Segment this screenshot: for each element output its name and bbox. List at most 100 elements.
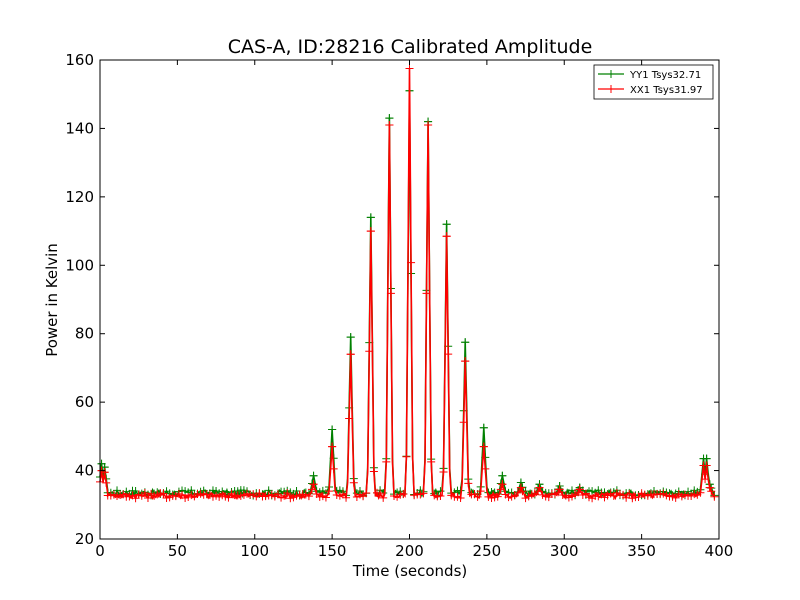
series-1-marker-188 bbox=[376, 489, 385, 498]
series-1-marker-168 bbox=[346, 350, 355, 359]
series-1-marker-284 bbox=[513, 488, 522, 497]
series-1-marker-270 bbox=[493, 492, 502, 501]
series-1-marker-314 bbox=[555, 485, 564, 494]
y-tick-label-0: 20 bbox=[75, 530, 94, 548]
series-1-marker-138 bbox=[304, 492, 313, 501]
x-axis-label: Time (seconds) bbox=[352, 562, 468, 580]
series-1-marker-182 bbox=[366, 227, 375, 236]
series-1-marker-250 bbox=[464, 479, 473, 488]
y-tick-label-4: 100 bbox=[65, 256, 94, 274]
series-1-marker-232 bbox=[439, 467, 448, 476]
series-1-marker-44 bbox=[159, 489, 168, 498]
y-tick-label-6: 140 bbox=[65, 119, 94, 137]
x-tick-label-4: 200 bbox=[395, 542, 424, 560]
series-1-marker-34 bbox=[143, 494, 152, 503]
series-1-marker-124 bbox=[283, 489, 292, 498]
x-tick-label-3: 150 bbox=[318, 542, 347, 560]
legend-label-1: XX1 Tsys31.97 bbox=[630, 85, 703, 96]
series-1-marker-140 bbox=[308, 485, 317, 494]
x-tick-label-1: 50 bbox=[168, 542, 187, 560]
series-1-marker-32 bbox=[140, 488, 149, 497]
y-tick-label-1: 40 bbox=[75, 462, 94, 480]
series-1 bbox=[96, 64, 719, 503]
series-1-marker-272 bbox=[496, 485, 505, 494]
series-1-marker-206 bbox=[402, 452, 411, 461]
series-0-marker-248 bbox=[461, 338, 470, 347]
series-1-marker-328 bbox=[575, 485, 584, 494]
series-1-marker-224 bbox=[427, 457, 436, 466]
series-1-marker-204 bbox=[399, 490, 408, 499]
series-1-marker-184 bbox=[369, 467, 378, 476]
series-1-marker-412 bbox=[702, 461, 711, 470]
series-1-marker-180 bbox=[365, 347, 374, 356]
ticks-layer: 0 50 100 150 200 250 300 350 400 20 40 60 80 100 120 14… bbox=[65, 51, 733, 560]
series-0-marker-261 bbox=[479, 423, 488, 432]
series-1-marker-416 bbox=[707, 487, 716, 496]
x-tick-label-6: 300 bbox=[550, 542, 579, 560]
series-0-marker-142 bbox=[309, 471, 318, 480]
series-0-marker-274 bbox=[498, 471, 507, 480]
series-1-marker-244 bbox=[456, 493, 465, 502]
y-tick-label-3: 80 bbox=[75, 325, 94, 343]
series-1-marker-166 bbox=[345, 414, 354, 423]
series-1-marker-288 bbox=[518, 487, 527, 496]
series-1-marker-222 bbox=[424, 121, 433, 130]
legend-items: YY1 Tsys32.71 XX1 Tsys31.97 bbox=[598, 70, 703, 96]
series-1-marker-230 bbox=[436, 492, 445, 501]
series-1-marker-210 bbox=[407, 258, 416, 267]
series-1-marker-218 bbox=[419, 489, 428, 498]
series-1-marker-418 bbox=[710, 492, 719, 501]
series-1-marker-209 bbox=[405, 64, 414, 73]
y-tick-label-7: 160 bbox=[65, 51, 94, 69]
series-1-marker-360 bbox=[625, 489, 634, 498]
series-0-marker-412 bbox=[702, 454, 711, 463]
legend-marker-1 bbox=[607, 85, 615, 93]
series-1-marker-415 bbox=[705, 483, 714, 492]
series-1-marker-192 bbox=[382, 457, 391, 466]
x-tick-label-0: 0 bbox=[95, 542, 105, 560]
series-0-marker-168 bbox=[346, 333, 355, 342]
legend-marker-0 bbox=[607, 70, 615, 78]
chart-title: CAS-A, ID:28216 Calibrated Amplitude bbox=[228, 36, 593, 58]
y-tick-label-2: 60 bbox=[75, 393, 94, 411]
series-0-marker-195 bbox=[385, 114, 394, 123]
x-tick-label-2: 100 bbox=[240, 542, 269, 560]
series-1-marker-236 bbox=[444, 350, 453, 359]
series-1-marker-274 bbox=[498, 480, 507, 489]
series-0-marker-155 bbox=[328, 425, 337, 434]
series-1-marker-190 bbox=[379, 493, 388, 502]
x-tick-label-5: 250 bbox=[473, 542, 502, 560]
series-1-marker-298 bbox=[533, 487, 542, 496]
series-1-marker-261 bbox=[479, 442, 488, 451]
series-1-marker-5 bbox=[100, 468, 109, 477]
y-tick-label-5: 120 bbox=[65, 188, 94, 206]
legend: YY1 Tsys32.71 XX1 Tsys31.97 bbox=[593, 64, 714, 100]
series-1-marker-170 bbox=[349, 478, 358, 487]
series-1-marker-150 bbox=[321, 493, 330, 502]
y-axis-label: Power in Kelvin bbox=[43, 243, 61, 357]
series-1-marker-235 bbox=[442, 232, 451, 241]
series-1-marker-195 bbox=[385, 121, 394, 130]
series-1-marker-287 bbox=[516, 483, 525, 492]
series-1-marker-155 bbox=[328, 442, 337, 451]
series-1-marker-406 bbox=[696, 488, 705, 497]
series-layer bbox=[96, 64, 719, 503]
x-tick-label-8: 400 bbox=[705, 542, 734, 560]
series-1-marker-300 bbox=[535, 483, 544, 492]
x-tick-label-7: 350 bbox=[627, 542, 656, 560]
series-1-marker-178 bbox=[362, 488, 371, 497]
series-1-marker-152 bbox=[325, 487, 334, 496]
series-1-marker-258 bbox=[476, 487, 485, 496]
series-1-marker-156 bbox=[329, 464, 338, 473]
series-1-marker-164 bbox=[342, 493, 351, 502]
series-1-marker-256 bbox=[473, 492, 482, 501]
series-0-marker-182 bbox=[366, 213, 375, 222]
series-1-marker-248 bbox=[461, 357, 470, 366]
legend-box bbox=[593, 64, 714, 100]
series-1-marker-220 bbox=[422, 289, 431, 298]
legend-label-0: YY1 Tsys32.71 bbox=[629, 70, 701, 81]
series-1-marker-142 bbox=[309, 480, 318, 489]
series-1-marker-196 bbox=[386, 289, 395, 298]
series-1-marker-6 bbox=[102, 478, 111, 487]
